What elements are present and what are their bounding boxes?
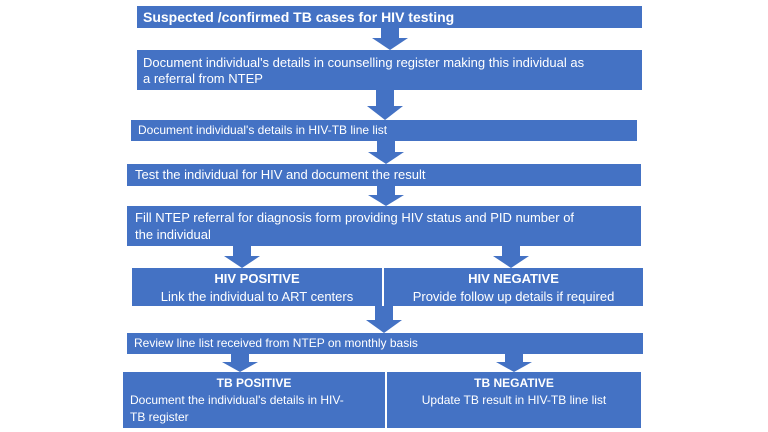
hiv-negative-text: Provide follow up details if required (412, 289, 615, 304)
arrow-down-icon (367, 90, 403, 120)
box-counselling-line2: a referral from NTEP (143, 71, 263, 86)
box-hiv-tb-line-list: Document individual's details in HIV-TB … (131, 120, 637, 141)
arrow-down-icon (372, 28, 408, 50)
box-suspected-label: Suspected /confirmed TB cases for HIV te… (143, 9, 455, 25)
box-suspected-tb-cases: Suspected /confirmed TB cases for HIV te… (137, 6, 642, 28)
arrow-down-icon (222, 354, 258, 372)
box-referral-line1: Fill NTEP referral for diagnosis form pr… (135, 210, 575, 225)
box-review-line-list: Review line list received from NTEP on m… (127, 333, 643, 354)
box-test-hiv: Test the individual for HIV and document… (127, 164, 641, 186)
box-ntep-referral: Fill NTEP referral for diagnosis form pr… (127, 206, 641, 246)
arrow-down-icon (368, 141, 404, 164)
box-tb-positive: TB POSITIVE Document the individual's de… (123, 372, 385, 428)
box-tb-negative: TB NEGATIVE Update TB result in HIV-TB l… (387, 372, 641, 428)
arrow-down-icon (366, 306, 402, 333)
box-linelist-label: Document individual's details in HIV-TB … (138, 123, 388, 137)
tb-negative-text: Update TB result in HIV-TB line list (421, 393, 607, 407)
arrow-down-icon (224, 246, 260, 268)
tb-positive-line2: TB register (130, 410, 189, 424)
box-hiv-negative: HIV NEGATIVE Provide follow up details i… (384, 268, 643, 306)
hiv-positive-title: HIV POSITIVE (214, 271, 300, 286)
box-hiv-positive: HIV POSITIVE Link the individual to ART … (132, 268, 382, 306)
box-test-label: Test the individual for HIV and document… (135, 167, 426, 182)
box-counselling-register: Document individual's details in counsel… (137, 50, 642, 90)
hiv-negative-title: HIV NEGATIVE (468, 271, 559, 286)
tb-negative-title: TB NEGATIVE (474, 376, 554, 390)
arrow-down-icon (496, 354, 532, 372)
arrow-down-icon (493, 246, 529, 268)
arrow-down-icon (368, 186, 404, 206)
tb-positive-title: TB POSITIVE (216, 376, 292, 390)
hiv-positive-text: Link the individual to ART centers (160, 289, 354, 304)
box-counselling-line1: Document individual's details in counsel… (143, 55, 585, 70)
box-referral-line2: the individual (135, 227, 211, 242)
tb-positive-line1: Document the individual's details in HIV… (130, 393, 344, 407)
box-review-label: Review line list received from NTEP on m… (134, 336, 418, 350)
